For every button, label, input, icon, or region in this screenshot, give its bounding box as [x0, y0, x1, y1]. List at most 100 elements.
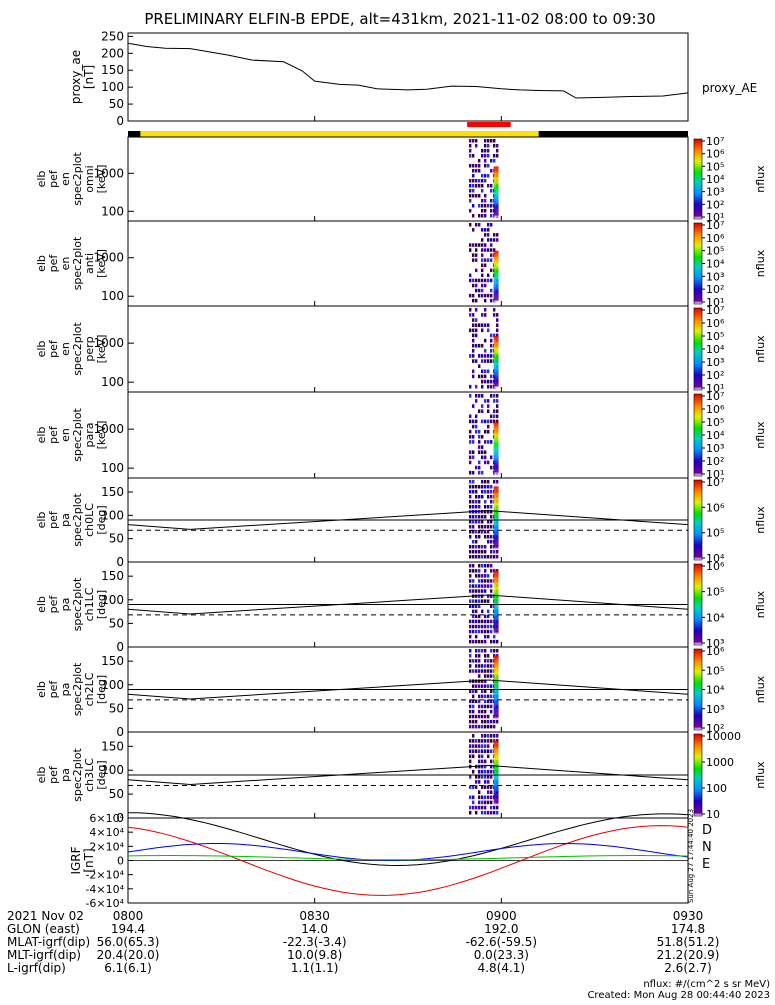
spectrogram-pixel — [475, 699, 478, 704]
colorbar-tick-label-en_anti: 10⁶ — [706, 232, 725, 245]
spectrogram-pixel — [478, 584, 481, 588]
colorbar-tick-label-en_para: 10² — [706, 455, 724, 468]
spectrogram-pixel — [469, 313, 472, 317]
y-axis-label-en_omni: [keV] — [95, 165, 108, 194]
spectrogram-pixel — [472, 525, 475, 529]
spectrogram-pixel — [475, 569, 478, 573]
spectrogram-pixel — [469, 659, 472, 663]
y-tick-label-en_perp: 1000 — [93, 336, 124, 350]
y-axis-label-en_anti: elb — [35, 255, 48, 272]
spectrogram-pixel — [487, 273, 490, 278]
spectrogram-pixel — [472, 293, 475, 298]
spectrogram-pixel — [475, 515, 478, 519]
y-axis-label-ch0lc: elb — [35, 512, 48, 529]
spectrogram-pixel — [481, 174, 484, 178]
spectrogram-pixel — [487, 505, 490, 509]
spectrogram-pixel — [475, 609, 478, 614]
y-tick-label-igrf: 2×10⁴ — [89, 840, 124, 853]
spectrogram-pixel — [469, 500, 472, 504]
spectrogram-pixel — [478, 465, 481, 470]
spectrogram-pixel — [490, 253, 493, 257]
spectrogram-pixel — [481, 599, 484, 603]
spectrogram-pixel — [469, 759, 472, 764]
spectrogram-pixel — [484, 283, 487, 288]
spectrogram-pixel — [490, 343, 493, 348]
spectrogram-pixel — [475, 785, 478, 789]
spectrogram-pixel — [487, 149, 490, 153]
spectrogram-pixel — [469, 564, 472, 568]
spectrogram-pixel — [472, 550, 475, 554]
spectrogram-pixel — [472, 749, 475, 753]
spectrogram-pixel — [478, 589, 481, 593]
spectrogram-pixel — [475, 343, 478, 348]
spectrogram-pixel — [469, 579, 472, 583]
spectrogram-pixel — [487, 359, 490, 363]
spectrogram-pixel — [490, 490, 493, 494]
spectrogram-pixel — [487, 535, 490, 539]
spectrogram-pixel — [475, 574, 478, 578]
spectrogram-pixel — [481, 404, 484, 408]
spectrogram-pixel — [472, 228, 475, 232]
spectrogram-pixel — [469, 144, 472, 148]
colorbar-label-ch1lc: nflux — [754, 590, 767, 618]
spectrogram-pixel — [472, 754, 475, 759]
spectrogram-pixel — [484, 759, 487, 764]
y-tick-label-ch3lc: 150 — [101, 739, 124, 753]
spectrogram-pixel — [475, 243, 478, 247]
colorbar-tick-label-en_para: 10⁴ — [706, 429, 725, 442]
spectrogram-pixel — [493, 313, 496, 317]
spectrogram-pixel — [472, 669, 475, 673]
xaxis-row-value: 21.2(20.9) — [657, 948, 720, 962]
spectrogram-pixel — [472, 258, 475, 262]
spectrogram-pixel — [484, 564, 487, 568]
spectrogram-pixel — [475, 485, 478, 489]
spectrogram-pixel — [472, 694, 475, 699]
y-axis-label-en_anti: spec2plot — [71, 236, 84, 290]
colorbar-tick-label-en_anti: 10³ — [706, 270, 724, 283]
spectrogram-pixel — [478, 604, 481, 608]
spectrogram-pixel — [490, 805, 493, 810]
colorbar-ch0lc — [693, 479, 703, 561]
spectrogram-pixel — [490, 810, 493, 815]
y-axis-label-en_perp: spec2plot — [71, 322, 84, 376]
orbit-bar-segment — [140, 131, 539, 137]
spectrogram-pixel — [490, 485, 493, 489]
spectrogram-pixel — [481, 739, 484, 743]
colorbar-tick-label-en_anti: 10¹ — [706, 296, 724, 309]
y-axis-label-ch1lc: ch1LC — [83, 587, 96, 621]
spectrogram-pixel — [490, 684, 493, 688]
spectrogram-pixel — [496, 550, 499, 554]
spectrogram-pixel — [493, 414, 496, 419]
spectrogram-pixel — [469, 293, 472, 298]
spectrogram-pixel — [484, 719, 487, 724]
spectrogram-pixel — [484, 795, 487, 800]
spectrogram-pixel — [469, 805, 472, 810]
spectrogram-pixel — [475, 659, 478, 663]
spectrogram-pixel — [469, 154, 472, 158]
spectrogram-pixel — [484, 764, 487, 769]
spectrogram-pixel — [478, 460, 481, 465]
spectrogram-pixel — [469, 714, 472, 719]
panel-frame-en_omni — [127, 136, 689, 222]
spectrogram-pixel — [487, 744, 490, 748]
y-tick-label-ch2lc: 50 — [109, 701, 124, 715]
spectrogram-pixel — [469, 739, 472, 743]
spectrogram-pixel — [478, 749, 481, 753]
spectrogram-pixel — [484, 359, 487, 363]
xaxis-row-label: 2021 Nov 02 — [7, 909, 84, 923]
spectrogram-pixel — [496, 328, 499, 333]
y-axis-label-ch0lc: ch0LC — [83, 503, 96, 537]
spectrogram-pixel — [484, 614, 487, 619]
spectrogram-pixel — [475, 184, 478, 188]
spectrogram-pixel — [487, 248, 490, 252]
spectrogram-pixel — [472, 699, 475, 704]
spectrogram-pixel — [472, 343, 475, 348]
spectrogram-pixel — [469, 619, 472, 624]
spectrogram-pixel — [484, 455, 487, 460]
y-axis-label-en_perp: en — [59, 342, 72, 356]
colorbar-ch2lc — [693, 648, 703, 731]
colorbar-tick-label-en_omni: 10⁷ — [706, 135, 724, 148]
colorbar-en_omni — [693, 138, 703, 220]
spectrogram-pixel — [481, 409, 484, 413]
y-tick-label-proxy-ae: 150 — [101, 63, 124, 77]
